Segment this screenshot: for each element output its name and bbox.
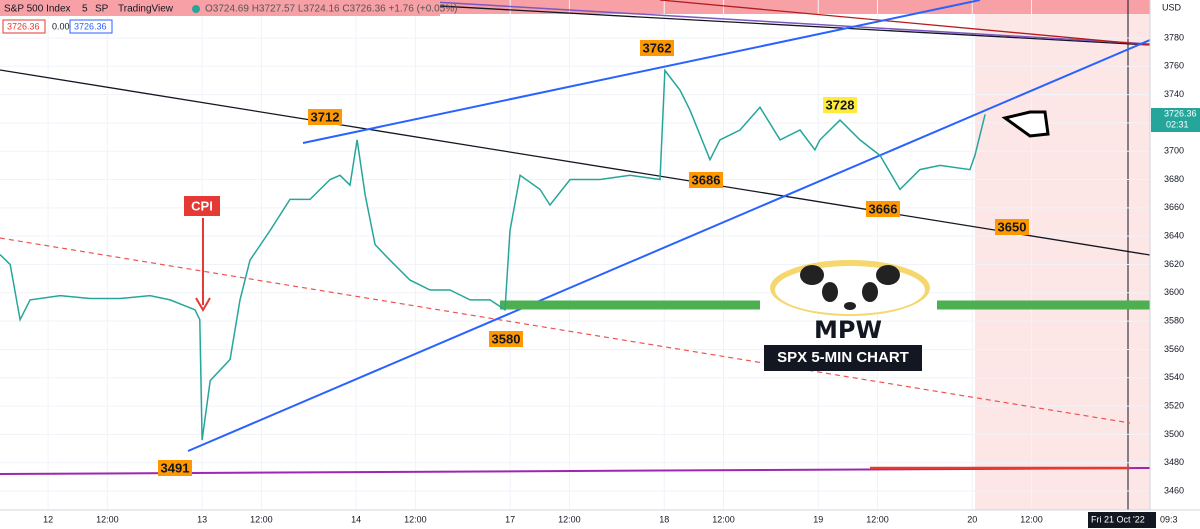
y-tick-label: 3520 — [1164, 400, 1184, 410]
annotation-box — [866, 201, 900, 217]
y-tick-label: 3580 — [1164, 315, 1184, 325]
cursor-date: Fri 21 Oct '22 — [1091, 514, 1145, 524]
annotation: 3728 — [826, 97, 855, 112]
annotation: 3580 — [492, 331, 521, 346]
y-tick-label: 3500 — [1164, 429, 1184, 439]
annotation: 3762 — [643, 40, 672, 55]
interval: 5 — [82, 4, 88, 15]
brand: TradingView — [118, 4, 174, 15]
annotation: 3686 — [692, 172, 721, 187]
countdown: 02:31 — [1166, 119, 1189, 129]
annotation: CPI — [191, 198, 213, 213]
highlight-zone — [975, 0, 1150, 510]
x-tick-label: 13 — [197, 514, 207, 524]
annotation: 3491 — [161, 460, 190, 475]
annotation-box — [640, 40, 674, 56]
logo-text: MPW — [814, 316, 882, 344]
y-tick-label: 3540 — [1164, 372, 1184, 382]
x-tick-label: 20 — [967, 514, 977, 524]
currency: USD — [1162, 2, 1182, 12]
symbol: S&P 500 Index — [4, 4, 71, 15]
annotation-box — [184, 196, 220, 216]
x-tick-label: 12:00 — [404, 514, 427, 524]
x-tick-label: 18 — [659, 514, 669, 524]
badge: 0.00 — [52, 21, 70, 31]
x-tick-label: 12:00 — [866, 514, 889, 524]
annotation-box — [823, 97, 857, 113]
x-tick-label: 12:00 — [558, 514, 581, 524]
annotation: 3666 — [869, 201, 898, 216]
y-tick-label: 3740 — [1164, 89, 1184, 99]
y-tick-label: 3480 — [1164, 457, 1184, 467]
annotation-box — [158, 460, 192, 476]
y-tick-label: 3680 — [1164, 174, 1184, 184]
x-tick-label: 14 — [351, 514, 361, 524]
y-tick-label: 3700 — [1164, 146, 1184, 156]
y-tick-label: 3760 — [1164, 61, 1184, 71]
y-tick-label: 3560 — [1164, 344, 1184, 354]
x-tick-label: 12:00 — [96, 514, 119, 524]
exchange: SP — [95, 4, 109, 15]
x-tick-label: 12:00 — [1020, 514, 1043, 524]
x-tick-label: 17 — [505, 514, 515, 524]
y-tick-label: 3780 — [1164, 32, 1184, 42]
y-tick-label: 3620 — [1164, 259, 1184, 269]
badge: 3726.36 — [74, 21, 107, 31]
y-tick-label: 3600 — [1164, 287, 1184, 297]
price-line — [0, 68, 986, 441]
annotation-box — [489, 331, 523, 347]
annotation-box — [995, 219, 1029, 235]
x-tick-label: 19 — [813, 514, 823, 524]
annotation-box — [308, 109, 342, 125]
x-tick-label: 12:00 — [250, 514, 273, 524]
y-tick-label: 3640 — [1164, 231, 1184, 241]
logo — [770, 260, 930, 316]
ohlc: O3724.69 H3727.57 L3724.16 C3726.36 +1.7… — [205, 4, 457, 15]
x-tick-label: 12 — [43, 514, 53, 524]
last-price: 3726.36 — [1164, 108, 1197, 118]
annotation-box — [689, 172, 723, 188]
cursor-time: 09:3 — [1160, 514, 1178, 524]
badge: 3726.36 — [7, 21, 40, 31]
y-tick-label: 3660 — [1164, 202, 1184, 212]
x-tick-label: 12:00 — [712, 514, 735, 524]
annotation: 3712 — [311, 109, 340, 124]
caption: SPX 5-MIN CHART — [777, 349, 909, 366]
y-tick-label: 3460 — [1164, 485, 1184, 495]
pointer-icon — [1001, 110, 1050, 138]
annotation: 3650 — [998, 219, 1027, 234]
